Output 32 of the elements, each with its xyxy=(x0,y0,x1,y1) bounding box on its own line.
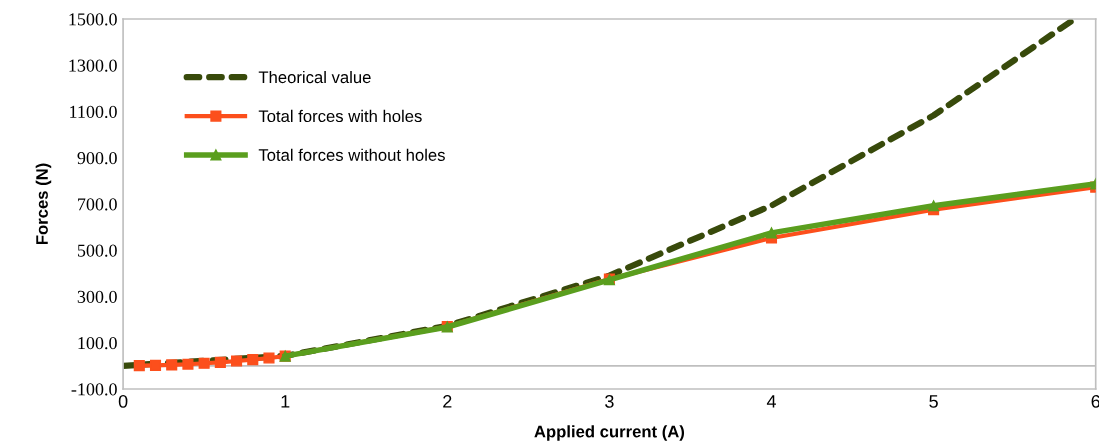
x-tick-label: 4 xyxy=(766,395,776,408)
x-tick-label: 5 xyxy=(929,395,938,408)
point xyxy=(231,355,243,367)
y-tick-label: 900.0 xyxy=(77,151,117,165)
point xyxy=(149,359,162,371)
x-axis-title: Applied current (A) xyxy=(534,425,685,441)
x-tick-label: 0 xyxy=(118,394,128,408)
point xyxy=(214,356,226,368)
point xyxy=(247,354,259,366)
y-tick-label: 1300.0 xyxy=(69,59,117,72)
legend-label: Total forces with holes xyxy=(258,109,422,123)
y-tick-label: 1500.0 xyxy=(69,13,117,26)
y-tick-label: 1100.0 xyxy=(70,105,117,118)
point xyxy=(928,200,940,212)
point xyxy=(263,352,275,364)
point xyxy=(198,357,210,369)
y-tick-label: 100.0 xyxy=(78,336,117,350)
y-tick-label: 300.0 xyxy=(77,290,117,303)
point xyxy=(765,227,778,239)
point xyxy=(182,358,194,370)
legend-label: Theorical value xyxy=(258,70,371,84)
x-tick-label: 3 xyxy=(605,394,614,408)
y-tick-label: 500.0 xyxy=(77,244,117,257)
point xyxy=(133,360,145,372)
x-tick-label: 2 xyxy=(443,394,452,408)
y-tick-label: 700.0 xyxy=(78,198,117,211)
x-tick-label: 6 xyxy=(1091,394,1099,408)
legend-label: Total forces without holes xyxy=(258,148,445,161)
x-tick-label: 1 xyxy=(281,395,290,408)
y-axis-title: Forces (N) xyxy=(35,163,52,245)
point xyxy=(166,359,178,371)
y-tick-label: -100.0 xyxy=(71,383,117,396)
